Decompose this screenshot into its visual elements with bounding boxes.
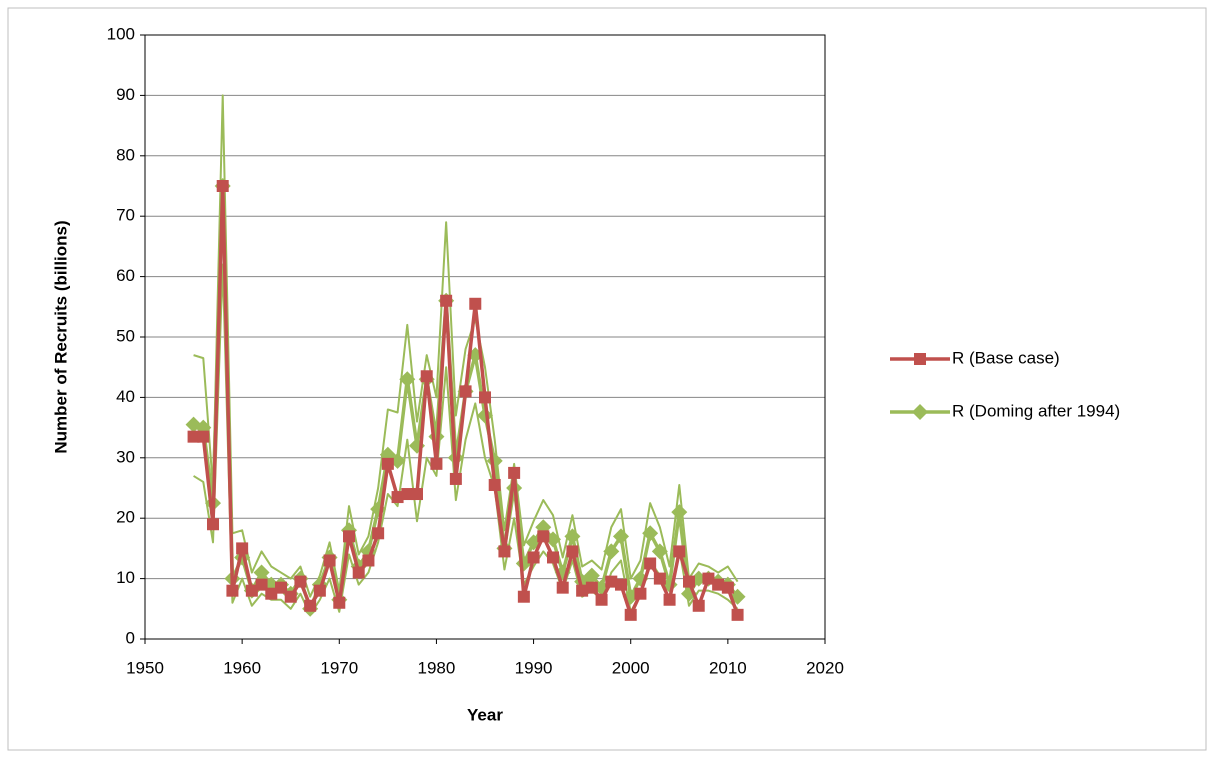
marker xyxy=(313,584,326,597)
marker xyxy=(275,581,287,594)
marker xyxy=(245,584,258,597)
y-axis-label: Number of Recruits (billions) xyxy=(51,220,70,453)
marker xyxy=(187,430,200,443)
y-tick-label: 70 xyxy=(116,206,135,225)
marker xyxy=(420,370,433,383)
y-tick-label: 90 xyxy=(116,85,135,104)
x-tick-label: 1950 xyxy=(126,658,164,677)
marker xyxy=(595,593,608,606)
x-tick-label: 1990 xyxy=(515,658,553,677)
marker xyxy=(469,297,482,310)
marker xyxy=(236,542,249,555)
y-tick-label: 80 xyxy=(116,145,135,164)
y-tick-label: 40 xyxy=(116,387,135,406)
marker xyxy=(702,572,715,585)
marker xyxy=(362,554,375,567)
marker xyxy=(265,587,278,600)
legend-label: R (Doming after 1994) xyxy=(952,401,1120,420)
x-tick-label: 2000 xyxy=(612,658,650,677)
marker xyxy=(615,578,627,591)
marker xyxy=(498,545,511,558)
series-line xyxy=(193,94,739,598)
marker xyxy=(304,599,317,612)
x-tick-label: 1980 xyxy=(418,658,456,677)
marker xyxy=(576,584,589,597)
marker xyxy=(624,608,637,621)
marker xyxy=(343,530,355,543)
marker xyxy=(381,457,394,470)
marker xyxy=(284,590,297,603)
y-tick-label: 0 xyxy=(126,628,135,647)
marker xyxy=(430,457,443,470)
marker xyxy=(683,575,695,588)
marker xyxy=(527,551,540,564)
marker xyxy=(731,608,744,621)
x-tick-label: 1960 xyxy=(223,658,261,677)
marker xyxy=(411,488,423,501)
marker xyxy=(216,180,229,192)
marker xyxy=(692,599,705,612)
marker xyxy=(651,543,668,560)
legend-label: R (Base case) xyxy=(952,348,1060,367)
marker xyxy=(449,472,462,485)
marker xyxy=(605,575,618,588)
marker xyxy=(671,504,688,521)
marker xyxy=(294,575,307,588)
chart-border xyxy=(7,7,1207,751)
marker xyxy=(537,530,550,543)
marker xyxy=(603,543,620,560)
marker xyxy=(517,590,530,603)
marker xyxy=(391,491,404,504)
marker xyxy=(566,545,579,558)
marker xyxy=(712,578,725,591)
marker xyxy=(653,572,666,585)
marker xyxy=(352,566,365,579)
y-tick-label: 50 xyxy=(116,326,135,345)
marker xyxy=(613,528,629,545)
marker xyxy=(253,564,270,581)
marker xyxy=(207,518,219,531)
marker xyxy=(564,528,581,545)
marker xyxy=(401,488,414,501)
marker xyxy=(479,391,491,404)
marker xyxy=(673,545,686,558)
marker xyxy=(323,554,336,567)
marker xyxy=(372,527,385,540)
marker xyxy=(721,581,734,594)
x-tick-label: 2010 xyxy=(709,658,747,677)
marker xyxy=(585,581,598,594)
y-tick-label: 30 xyxy=(116,447,135,466)
marker xyxy=(642,525,659,542)
y-tick-label: 10 xyxy=(116,568,135,587)
marker xyxy=(399,371,416,388)
marker xyxy=(583,567,600,584)
marker xyxy=(255,578,268,591)
x-tick-label: 2020 xyxy=(806,658,844,677)
x-tick-label: 1970 xyxy=(320,658,358,677)
marker xyxy=(914,353,926,365)
x-axis-label: Year xyxy=(467,705,503,724)
marker xyxy=(508,466,521,479)
y-tick-label: 20 xyxy=(116,508,135,527)
y-tick-label: 100 xyxy=(107,24,135,43)
marker xyxy=(488,478,501,491)
y-tick-label: 60 xyxy=(116,266,135,285)
marker xyxy=(644,557,657,570)
marker xyxy=(634,587,647,600)
marker xyxy=(459,385,472,398)
marker xyxy=(226,584,239,597)
plot-frame xyxy=(144,34,826,640)
marker xyxy=(440,294,453,307)
marker xyxy=(197,430,210,443)
marker xyxy=(547,551,559,564)
marker xyxy=(912,404,928,420)
marker xyxy=(556,581,569,594)
marker xyxy=(333,596,346,609)
marker xyxy=(663,593,676,606)
